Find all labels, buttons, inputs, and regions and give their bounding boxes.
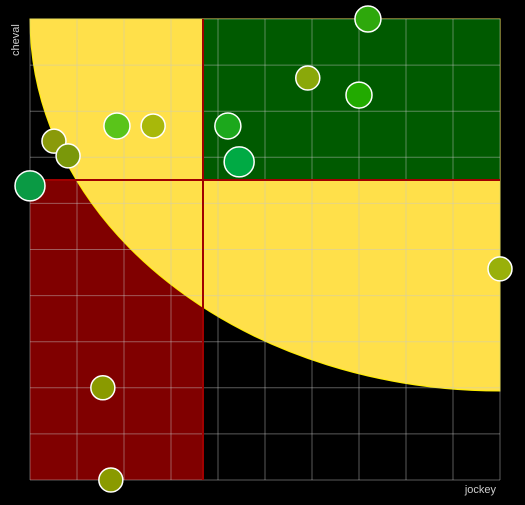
point — [140, 113, 166, 139]
point — [90, 375, 116, 401]
point — [103, 112, 131, 140]
point — [354, 5, 382, 33]
x-axis-label: jockey — [464, 484, 497, 496]
points — [14, 5, 513, 493]
point — [214, 112, 242, 140]
y-axis-label: cheval — [10, 24, 22, 56]
point — [487, 256, 513, 282]
point — [295, 65, 321, 91]
point — [14, 170, 46, 202]
point — [98, 467, 124, 493]
point — [345, 81, 373, 109]
point — [223, 146, 255, 178]
grid — [29, 18, 501, 481]
point — [55, 143, 81, 169]
